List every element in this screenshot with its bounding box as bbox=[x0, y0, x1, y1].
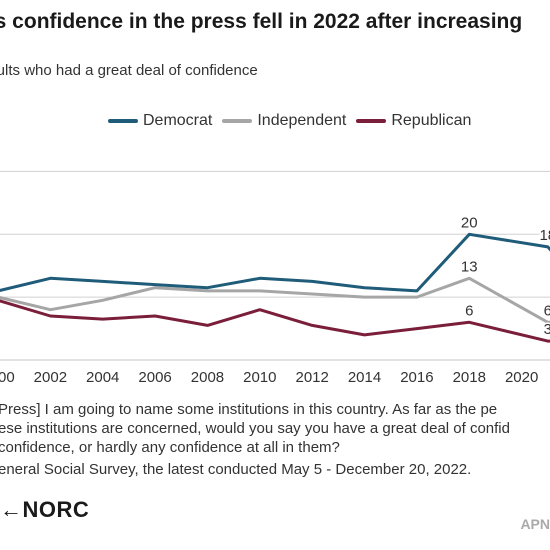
series-line-democrat bbox=[0, 232, 550, 293]
note-line: confidence, or hardly any confidence at … bbox=[0, 439, 340, 456]
legend-label-democrat: Democrat bbox=[143, 112, 213, 129]
data-label: 3 bbox=[544, 321, 550, 338]
legend-label-republican: Republican bbox=[391, 112, 472, 129]
data-label: 6 bbox=[544, 302, 550, 319]
x-tick-label: 2016 bbox=[400, 369, 433, 386]
series-line-independent bbox=[0, 276, 550, 324]
logo-text: NORC bbox=[22, 497, 90, 522]
legend-item-independent: Independent bbox=[222, 112, 346, 130]
line-chart: 2000200220042006200820102012201420162018… bbox=[0, 170, 550, 386]
legend-swatch-democrat bbox=[108, 119, 138, 123]
data-label: 20 bbox=[461, 214, 478, 231]
x-tick-label: 2008 bbox=[191, 369, 224, 386]
x-tick-label: 2000 bbox=[0, 369, 15, 386]
norc-logo: ←NORC bbox=[0, 497, 89, 523]
x-tick-label: 2010 bbox=[243, 369, 276, 386]
chart-title: ats confidence in the press fell in 2022… bbox=[0, 10, 523, 33]
legend-label-independent: Independent bbox=[257, 112, 347, 129]
legend: Democrat Independent Republican bbox=[108, 112, 471, 130]
logo-arrow-icon: ← bbox=[0, 497, 23, 522]
x-tick-label: 2002 bbox=[34, 369, 67, 386]
source-note: eneral Social Survey, the latest conduct… bbox=[0, 461, 472, 478]
x-tick-label: 2020 bbox=[505, 369, 538, 386]
data-label: 18 bbox=[539, 227, 550, 244]
x-tick-label: 2012 bbox=[295, 369, 328, 386]
x-tick-label: 2014 bbox=[348, 369, 381, 386]
series-line-republican bbox=[0, 299, 550, 343]
x-tick-label: 2006 bbox=[138, 369, 171, 386]
x-tick-label: 2004 bbox=[86, 369, 119, 386]
note-line: ese institutions are concerned, would yo… bbox=[0, 420, 510, 437]
chart-subtitle: adults who had a great deal of confidenc… bbox=[0, 62, 258, 79]
credit-text: APN bbox=[520, 516, 550, 532]
data-label: 13 bbox=[461, 258, 478, 275]
legend-item-republican: Republican bbox=[356, 112, 471, 130]
legend-item-democrat: Democrat bbox=[108, 112, 212, 130]
legend-swatch-independent bbox=[222, 119, 253, 123]
legend-swatch-republican bbox=[356, 119, 387, 123]
x-tick-label: 2018 bbox=[453, 369, 486, 386]
question-note: Press] I am going to name some instituti… bbox=[0, 400, 550, 457]
data-label: 6 bbox=[465, 302, 473, 319]
note-line: Press] I am going to name some instituti… bbox=[0, 401, 498, 418]
